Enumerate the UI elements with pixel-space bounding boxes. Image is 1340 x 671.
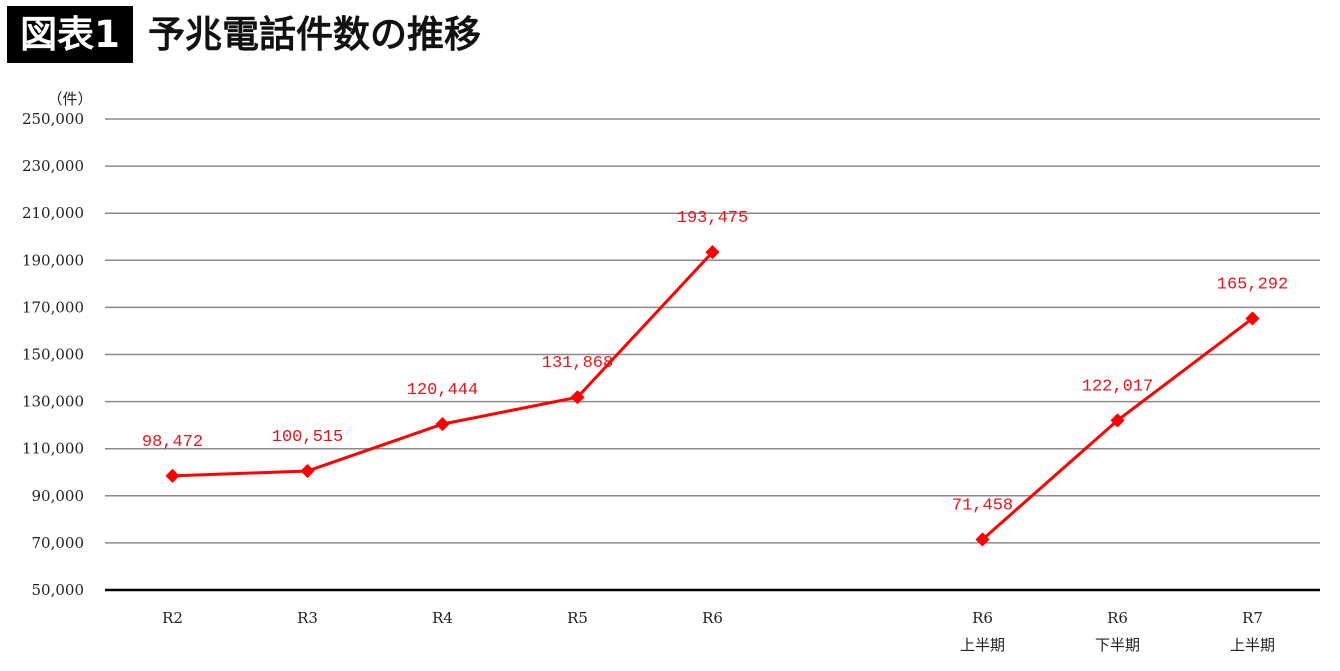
data-point xyxy=(165,468,180,483)
y-tick-label: 70,000 xyxy=(32,534,85,552)
x-tick-label: 下半期 xyxy=(1095,636,1140,654)
data-point xyxy=(975,532,990,547)
x-tick-label: R5 xyxy=(567,609,588,627)
data-label: 131,868 xyxy=(542,354,613,373)
x-tick-label: 上半期 xyxy=(1230,636,1275,654)
y-tick-label: 90,000 xyxy=(32,487,85,505)
figure-badge: 図表1 xyxy=(7,6,133,63)
y-tick-label: 230,000 xyxy=(22,157,84,175)
data-label: 100,515 xyxy=(272,428,343,447)
y-tick-label: 250,000 xyxy=(22,110,84,128)
data-label: 120,444 xyxy=(407,381,478,400)
y-tick-label: 170,000 xyxy=(22,298,84,316)
data-label: 165,292 xyxy=(1217,275,1288,294)
data-point xyxy=(1245,311,1260,326)
x-tick-label: R6 xyxy=(1107,609,1128,627)
data-label: 98,472 xyxy=(142,433,203,452)
data-point xyxy=(705,245,720,260)
x-tick-label: R6 xyxy=(702,609,723,627)
chart-title: 予兆電話件数の推移 xyxy=(148,13,481,56)
y-tick-label: 150,000 xyxy=(22,346,84,364)
x-tick-label: R3 xyxy=(297,609,318,627)
x-tick-label: R7 xyxy=(1242,609,1263,627)
y-tick-label: 50,000 xyxy=(32,581,85,599)
y-axis-unit: （件） xyxy=(47,90,92,108)
x-tick-label: 上半期 xyxy=(960,636,1005,654)
series-line xyxy=(172,251,714,478)
data-point xyxy=(300,463,315,479)
y-tick-label: 110,000 xyxy=(22,440,84,458)
y-tick-label: 130,000 xyxy=(22,393,84,411)
y-tick-label: 190,000 xyxy=(22,251,84,269)
data-point xyxy=(1110,413,1125,428)
data-label: 122,017 xyxy=(1082,377,1153,396)
x-tick-label: R4 xyxy=(432,609,453,627)
data-point xyxy=(570,390,585,405)
series-line xyxy=(981,317,1254,541)
y-tick-label: 210,000 xyxy=(22,204,84,222)
x-tick-label: R2 xyxy=(162,609,183,627)
x-tick-label: R6 xyxy=(972,609,993,627)
data-label: 71,458 xyxy=(952,496,1013,515)
data-point xyxy=(435,417,450,432)
data-label: 193,475 xyxy=(677,209,748,228)
